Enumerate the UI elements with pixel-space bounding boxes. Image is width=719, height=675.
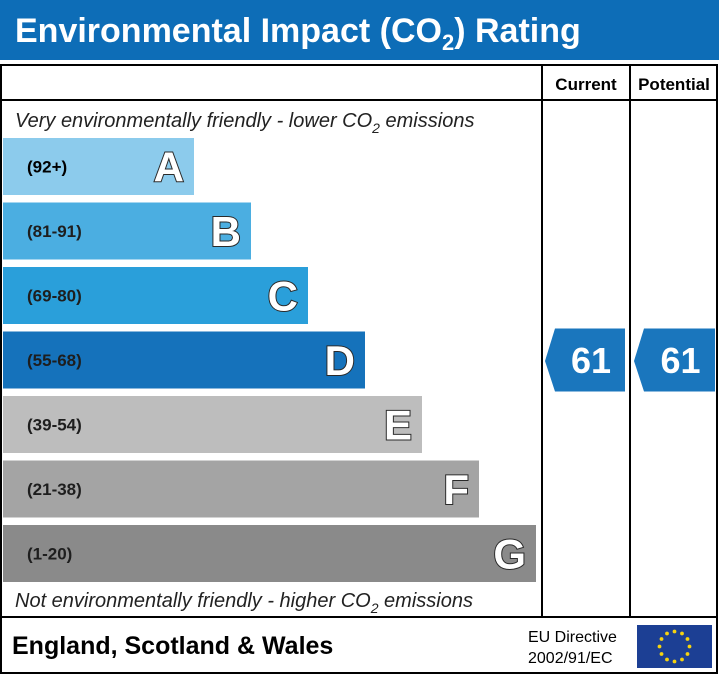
band-d-letter: D (325, 337, 355, 384)
band-b-letter: B (211, 208, 241, 255)
rating-bands: (92+) A (81-91) B (69-80) C (55-68) D (39-54) E (2… (3, 138, 536, 582)
rating-markers: 61 61 (545, 328, 715, 392)
current-rating-value: 61 (571, 340, 611, 381)
band-g-range: (1-20) (27, 545, 72, 564)
eu-star-icon (659, 652, 664, 656)
header-bar (0, 0, 719, 60)
eu-star-icon (680, 631, 684, 636)
eu-star-icon (687, 644, 692, 649)
band-a-range: (92+) (27, 158, 67, 177)
eu-stars-icon (657, 629, 692, 664)
eu-star-icon (665, 657, 669, 662)
band-f-letter: F (443, 466, 469, 513)
eu-star-icon (659, 637, 664, 641)
band-f-bar (3, 460, 479, 518)
eu-star-icon (672, 629, 677, 634)
band-g-bar (3, 525, 536, 582)
eu-directive-line2: 2002/91/EC (528, 650, 613, 667)
band-d-bar (3, 331, 365, 389)
band-c-bar (3, 267, 308, 324)
band-a-letter: A (154, 144, 184, 191)
potential-column-header: Potential (638, 75, 710, 94)
eu-star-icon (672, 659, 677, 664)
current-column-header: Current (555, 75, 617, 94)
chart-frame (0, 64, 718, 674)
band-f-range: (21-38) (27, 480, 82, 499)
band-g-letter: G (493, 531, 526, 578)
band-c-range: (69-80) (27, 287, 82, 306)
band-b-range: (81-91) (27, 222, 82, 241)
eu-star-icon (680, 657, 684, 662)
eu-star-icon (657, 644, 662, 649)
band-b-bar (3, 202, 251, 260)
eu-star-icon (685, 637, 690, 641)
page-title: Environmental Impact (CO2) Rating (15, 12, 581, 55)
potential-rating-arrow (634, 328, 715, 392)
eu-star-icon (685, 652, 690, 656)
footer-region: England, Scotland & Wales (12, 632, 333, 660)
band-e-range: (39-54) (27, 416, 82, 435)
top-note: Very environmentally friendly - lower CO… (15, 110, 474, 136)
band-e-bar (3, 396, 422, 453)
eu-star-icon (665, 631, 669, 636)
band-a-bar (3, 138, 194, 195)
bottom-note: Not environmentally friendly - higher CO… (15, 590, 473, 616)
band-e-letter: E (384, 402, 412, 449)
band-d-range: (55-68) (27, 351, 82, 370)
current-rating-arrow (545, 328, 625, 392)
band-c-letter: C (268, 273, 298, 320)
potential-rating-value: 61 (660, 340, 700, 381)
eu-directive-line1: EU Directive (528, 629, 617, 646)
